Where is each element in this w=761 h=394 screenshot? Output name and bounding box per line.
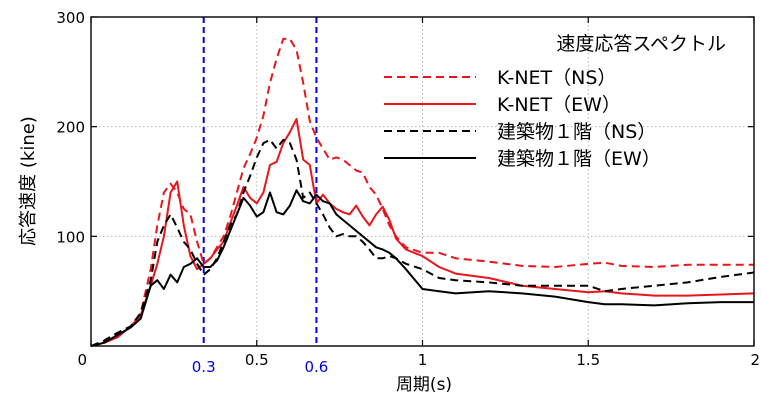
x-axis-label: 周期(s) — [396, 375, 452, 394]
legend-label: K-NET（EW） — [497, 94, 621, 116]
legend-label: 建築物１階（NS） — [497, 121, 656, 143]
y-axis-ticks: 100 200 300 — [56, 9, 754, 246]
x-tick-label: 2 — [750, 351, 760, 369]
series-line-2 — [90, 118, 755, 347]
x-axis-ticks: 0 0.5 1 1.5 2 — [77, 17, 760, 369]
y-tick-label: 100 — [56, 228, 85, 246]
reference-lines: 0.3 0.6 — [192, 17, 328, 376]
y-axis-label: 応答速度 (kine) — [18, 116, 39, 246]
grid — [91, 17, 754, 346]
legend-label: 建築物１階（EW） — [497, 148, 661, 170]
reference-line-label: 0.3 — [192, 358, 216, 376]
x-tick-label: 1.5 — [576, 351, 600, 369]
legend: K-NET（NS） K-NET（EW） 建築物１階（NS） 建築物１階（EW） — [384, 67, 661, 170]
x-tick-label: 1 — [418, 351, 428, 369]
chart-title: 速度応答スペクトル — [556, 33, 726, 55]
x-tick-label: 0 — [77, 351, 87, 369]
series-line-4 — [90, 189, 754, 347]
legend-label: K-NET（NS） — [497, 67, 616, 89]
y-tick-label: 200 — [56, 119, 85, 137]
y-tick-label: 300 — [56, 9, 85, 27]
reference-line-label: 0.6 — [304, 358, 328, 376]
series-line-1 — [90, 37, 754, 347]
series-group — [90, 37, 755, 347]
x-tick-label: 0.5 — [245, 351, 269, 369]
series-line-3 — [90, 138, 755, 347]
